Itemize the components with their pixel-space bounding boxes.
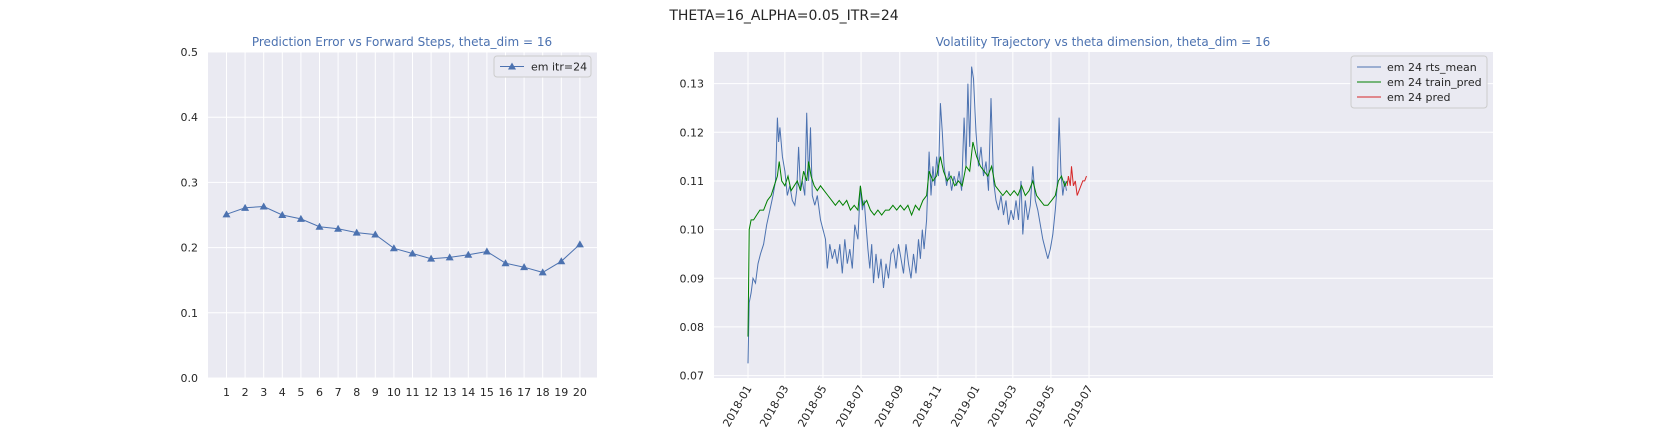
- data-point-triangle: [222, 210, 231, 218]
- x-tick-label: 2019-05: [1023, 383, 1057, 429]
- y-tick-label: 0.12: [680, 126, 705, 139]
- data-point-triangle: [241, 203, 250, 211]
- data-point-triangle: [557, 257, 566, 265]
- x-tick-label: 15: [480, 386, 494, 399]
- prediction-error-x-ticks: 1 2 3 4 5 6 7 8 9 10 11 12 13 14 15 16 17 18 19 20: [223, 386, 587, 399]
- x-tick-label: 3: [260, 386, 267, 399]
- x-tick-label: 2018-03: [757, 383, 791, 429]
- prediction-error-grid: [208, 51, 597, 379]
- x-tick-label: 2018-01: [720, 383, 754, 429]
- x-tick-label: 1: [223, 386, 230, 399]
- volatility-panel: 0.070.080.090.100.110.120.13 2018-01 2018…: [680, 35, 1493, 429]
- data-point-triangle: [352, 228, 361, 236]
- data-point-triangle: [259, 202, 268, 210]
- data-point-triangle: [501, 259, 510, 267]
- data-point-triangle: [371, 230, 380, 238]
- x-tick-label: 6: [316, 386, 323, 399]
- data-point-triangle: [427, 254, 436, 262]
- data-point-triangle: [482, 247, 491, 255]
- volatility-series: [747, 66, 1087, 364]
- data-point-triangle: [389, 244, 398, 252]
- y-tick-label: 0.3: [181, 176, 199, 189]
- data-point-triangle: [464, 250, 473, 258]
- data-point-triangle: [315, 222, 324, 230]
- x-tick-label: 2018-05: [795, 383, 829, 429]
- prediction-error-y-ticks: 0.0 0.1 0.2 0.3 0.4 0.5: [181, 46, 199, 385]
- x-tick-label: 5: [297, 386, 304, 399]
- prediction-error-legend-box: [493, 55, 592, 78]
- volatility-legend: em 24 rts_mean em 24 train_pred em 24 pr…: [1350, 55, 1488, 109]
- data-point-triangle: [445, 253, 454, 261]
- y-tick-label: 0.0: [181, 372, 199, 385]
- series-line-em-itr: [226, 205, 581, 273]
- x-tick-label: 17: [517, 386, 531, 399]
- x-tick-label: 9: [372, 386, 379, 399]
- x-tick-label: 20: [573, 386, 587, 399]
- y-tick-label: 0.1: [181, 307, 199, 320]
- data-point-triangle: [334, 224, 343, 232]
- y-tick-label: 0.5: [181, 46, 199, 59]
- y-tick-label: 0.4: [181, 111, 199, 124]
- x-tick-label: 2019-07: [1061, 383, 1095, 429]
- x-tick-label: 10: [387, 386, 401, 399]
- volatility-legend-box: [1350, 55, 1488, 109]
- x-tick-label: 7: [335, 386, 342, 399]
- x-tick-label: 18: [536, 386, 550, 399]
- x-tick-label: 14: [461, 386, 475, 399]
- x-tick-label: 4: [279, 386, 286, 399]
- volatility-title: Volatility Trajectory vs theta dimension…: [936, 35, 1271, 49]
- data-point-triangle: [575, 240, 584, 248]
- y-tick-label: 0.09: [680, 272, 705, 285]
- legend-label-train-pred: em 24 train_pred: [1387, 76, 1482, 89]
- data-point-triangle: [408, 249, 417, 257]
- y-tick-label: 0.2: [181, 242, 199, 255]
- x-tick-label: 2019-01: [948, 383, 982, 429]
- x-tick-label: 2018-11: [910, 383, 944, 429]
- x-tick-label: 2: [242, 386, 249, 399]
- x-tick-label: 13: [443, 386, 457, 399]
- x-tick-label: 8: [353, 386, 360, 399]
- data-point-triangle: [520, 263, 529, 271]
- y-tick-label: 0.13: [680, 78, 705, 91]
- y-tick-label: 0.11: [680, 175, 705, 188]
- prediction-error-legend: em itr=24: [493, 55, 592, 78]
- x-tick-label: 11: [406, 386, 420, 399]
- volatility-grid: [714, 52, 1493, 378]
- y-tick-label: 0.08: [680, 321, 705, 334]
- prediction-error-panel: 0.00.10.20.30.40.5 1 2 3 4 5 6 7 8 9 10 11 12 13 14 15…: [181, 35, 597, 399]
- legend-label-em-itr: em itr=24: [531, 61, 587, 74]
- legend-label-pred: em 24 pred: [1387, 91, 1451, 104]
- x-tick-label: 19: [554, 386, 568, 399]
- legend-label-rts-mean: em 24 rts_mean: [1387, 61, 1477, 74]
- x-tick-label: 16: [499, 386, 513, 399]
- y-tick-label: 0.10: [680, 224, 705, 237]
- volatility-x-ticks: 2018-01 2018-03 2018-05 2018-07 2018-09 2018-…: [720, 383, 1095, 429]
- prediction-error-plot-area: [208, 52, 597, 378]
- x-tick-label: 2018-09: [872, 383, 906, 429]
- legend-marker-triangle-icon: [508, 62, 516, 70]
- prediction-error-title: Prediction Error vs Forward Steps, theta…: [252, 35, 552, 49]
- series-line-pred: [1066, 166, 1087, 196]
- y-tick-label: 0.07: [680, 370, 705, 383]
- x-tick-label: 12: [424, 386, 438, 399]
- series-line-train-pred: [747, 141, 1068, 337]
- x-tick-label: 2018-07: [833, 383, 867, 429]
- data-point-triangle: [296, 214, 305, 222]
- data-point-triangle: [538, 268, 547, 276]
- figure-suptitle: THETA=16_ALPHA=0.05_ITR=24: [668, 8, 898, 24]
- data-point-triangle: [278, 211, 287, 218]
- prediction-error-series: [222, 202, 584, 276]
- volatility-y-ticks: 0.07 0.08 0.09 0.10 0.11 0.12 0.13: [680, 78, 705, 383]
- x-tick-label: 2019-03: [985, 383, 1019, 429]
